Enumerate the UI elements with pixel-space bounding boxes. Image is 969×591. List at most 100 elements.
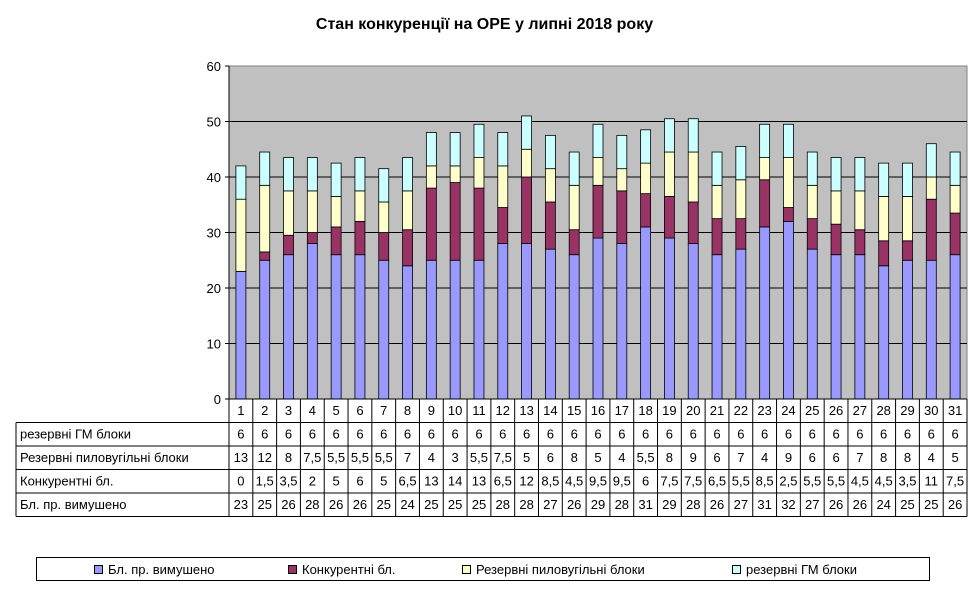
data-label: 9,5 [589, 474, 607, 489]
y-tick-label: 20 [207, 281, 221, 296]
bar-segment [568, 229, 580, 256]
bar-segment [640, 129, 652, 164]
data-label: 7 [737, 450, 744, 465]
bar-segment [949, 254, 961, 400]
bar-segment [806, 151, 818, 186]
data-label: 7,5 [303, 450, 321, 465]
data-label: 6 [809, 450, 816, 465]
x-tick-label: 13 [519, 403, 533, 418]
data-label: 6 [547, 427, 554, 442]
bar-segment [544, 248, 556, 400]
legend-swatch [732, 565, 741, 574]
data-label: 5,5 [827, 474, 845, 489]
x-tick-label: 21 [710, 403, 724, 418]
bar-segment [783, 220, 794, 400]
data-label: 6 [928, 427, 935, 442]
data-label: 6 [690, 427, 697, 442]
data-label: 7,5 [494, 450, 512, 465]
data-label: 6 [404, 427, 411, 442]
data-label: 5,5 [732, 474, 750, 489]
data-label: 7 [404, 450, 411, 465]
data-label: 13 [234, 450, 248, 465]
data-label: 6 [809, 427, 816, 442]
data-label: 4,5 [851, 474, 869, 489]
bar-segment [759, 123, 771, 158]
bar-segment [378, 168, 390, 203]
bar-segment [759, 179, 771, 228]
bar-segment [735, 248, 747, 400]
data-label: 6 [428, 427, 435, 442]
data-label: 2 [309, 474, 316, 489]
data-label: 6 [761, 427, 768, 442]
data-label: 28 [615, 497, 629, 512]
bar-segment [854, 254, 866, 400]
bar-segment [878, 265, 890, 400]
x-tick-label: 8 [404, 403, 411, 418]
legend-label: резервні ГМ блоки [746, 562, 857, 577]
bar-segment [664, 118, 675, 153]
data-label: 3,5 [279, 474, 297, 489]
data-label: 6 [499, 427, 506, 442]
data-label: 9 [690, 450, 697, 465]
x-tick-label: 26 [829, 403, 843, 418]
bar-segment [830, 157, 842, 192]
data-label: 6 [713, 450, 720, 465]
y-tick-label: 50 [207, 115, 221, 130]
x-tick-label: 22 [734, 403, 748, 418]
data-label: 6 [333, 427, 340, 442]
bar-segment [473, 187, 485, 261]
data-label: 26 [329, 497, 343, 512]
bar-segment [521, 243, 532, 400]
data-label: 25 [924, 497, 938, 512]
bar-segment [902, 240, 913, 261]
x-tick-label: 30 [924, 403, 938, 418]
bar-segment [283, 157, 294, 192]
data-label: 24 [876, 497, 890, 512]
bar-segment [425, 187, 437, 261]
data-label: 26 [948, 497, 962, 512]
data-label: 6,5 [708, 474, 726, 489]
x-tick-label: 29 [900, 403, 914, 418]
data-label: 23 [234, 497, 248, 512]
data-label: 27 [543, 497, 557, 512]
bar-segment [711, 184, 723, 220]
x-tick-label: 15 [567, 403, 581, 418]
bar-segment [664, 196, 675, 239]
data-label: 9,5 [613, 474, 631, 489]
data-label: 6 [571, 427, 578, 442]
bar-segment [306, 243, 318, 400]
bar-segment [354, 254, 366, 400]
data-label: 25 [257, 497, 271, 512]
data-label: 25 [448, 497, 462, 512]
bar-segment [711, 254, 723, 400]
bar-segment [235, 165, 247, 200]
data-label: 9 [785, 450, 792, 465]
legend-item: Бл. пр. вимушено [94, 562, 215, 577]
bar-segment [402, 190, 413, 231]
data-label: 6 [380, 427, 387, 442]
bar-segment [544, 168, 556, 203]
data-label: 32 [781, 497, 795, 512]
data-label: 6 [642, 427, 649, 442]
data-label: 26 [353, 497, 367, 512]
bar-segment [902, 162, 913, 197]
data-label: 5 [333, 474, 340, 489]
bar-segment [568, 254, 580, 400]
data-label: 6,5 [399, 474, 417, 489]
legend-label: Резервні пиловугільні блоки [476, 562, 645, 577]
x-tick-label: 2 [261, 403, 268, 418]
bar-segment [735, 218, 747, 250]
bar-segment [354, 190, 366, 222]
bar-segment [497, 165, 509, 208]
bar-segment [306, 190, 318, 233]
bar-segment [425, 132, 437, 167]
bar-segment [592, 123, 604, 158]
data-label: 6 [642, 474, 649, 489]
bar-segment [354, 220, 366, 256]
data-label: 6 [309, 427, 316, 442]
bar-segment [925, 259, 937, 400]
bar-segment [878, 240, 890, 267]
data-label: 6 [737, 427, 744, 442]
bar-segment [949, 212, 961, 256]
data-label: 6 [832, 450, 839, 465]
